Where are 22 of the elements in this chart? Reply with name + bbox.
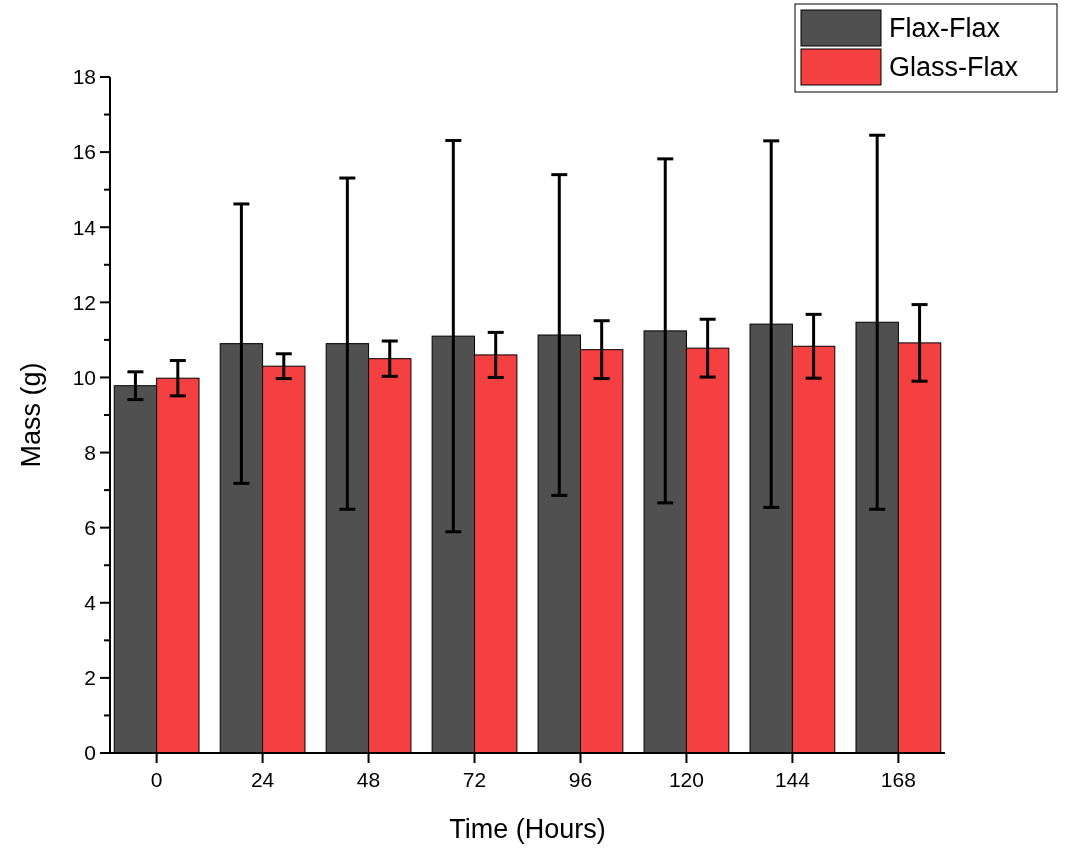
x-tick-label: 120 <box>668 768 704 791</box>
x-tick-label: 24 <box>250 768 275 791</box>
y-tick-label: 4 <box>84 591 97 615</box>
y-tick-label: 10 <box>72 365 96 389</box>
legend-label: Glass-Flax <box>889 52 1019 83</box>
y-tick-label: 18 <box>72 65 96 89</box>
y-tick-label: 14 <box>72 215 97 239</box>
y-tick-label: 2 <box>84 666 96 690</box>
x-tick-label: 144 <box>774 768 811 791</box>
x-tick-label: 0 <box>150 768 163 791</box>
x-axis-title: Time (Hours) <box>449 814 606 844</box>
y-axis-title: Mass (g) <box>16 362 46 468</box>
y-tick-label: 6 <box>84 516 96 540</box>
y-tick-label: 12 <box>72 290 96 314</box>
x-tick-label: 72 <box>462 768 487 791</box>
x-tick-label: 48 <box>356 768 381 791</box>
y-tick-label: 16 <box>72 140 96 164</box>
legend-label: Flax-Flax <box>889 13 1001 44</box>
y-tick-label: 8 <box>84 440 96 464</box>
x-tick-label: 96 <box>568 768 593 791</box>
y-tick-label: 0 <box>84 741 96 765</box>
x-tick-label: 168 <box>880 768 916 791</box>
